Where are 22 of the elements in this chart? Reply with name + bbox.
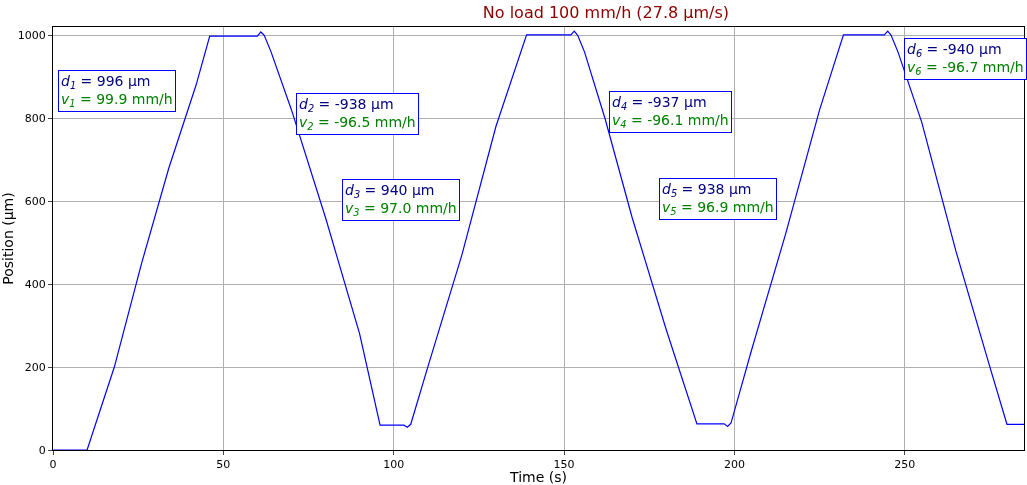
x-tick-label: 0 <box>49 458 57 472</box>
annotation: d$_{2}$ = -938 µm v$_{2}$ = -96.5 mm/h <box>299 96 416 133</box>
y-tick-label: 600 <box>24 195 46 209</box>
annotation: d$_{3}$ = 940 µm v$_{3}$ = 97.0 mm/h <box>345 182 457 219</box>
annotation: d$_{5}$ = 938 µm v$_{5}$ = 96.9 mm/h <box>662 181 774 218</box>
chart-title: No load 100 mm/h (27.8 µm/s) <box>482 3 730 23</box>
x-tick-label: 250 <box>894 458 916 472</box>
y-tick-label: 400 <box>24 277 46 291</box>
x-tick-label: 150 <box>553 458 575 472</box>
x-axis-title: Time (s) <box>509 469 567 485</box>
annotation: d$_{4}$ = -937 µm v$_{4}$ = -96.1 mm/h <box>612 94 729 131</box>
y-tick-label: 0 <box>38 443 46 457</box>
annotation: d$_{1}$ = 996 µm v$_{1}$ = 99.9 mm/h <box>61 73 173 110</box>
y-tick-label: 200 <box>24 360 46 374</box>
y-axis-title: Position (µm) <box>0 192 16 285</box>
x-tick-label: 50 <box>216 458 231 472</box>
line-series <box>53 30 1024 450</box>
x-tick-label: 100 <box>383 458 405 472</box>
y-tick-label: 1000 <box>17 29 46 43</box>
annotation: d$_{6}$ = -940 µm v$_{6}$ = -96.7 mm/h <box>907 41 1024 78</box>
y-tick-label: 800 <box>24 112 46 126</box>
x-tick-label: 200 <box>723 458 745 472</box>
